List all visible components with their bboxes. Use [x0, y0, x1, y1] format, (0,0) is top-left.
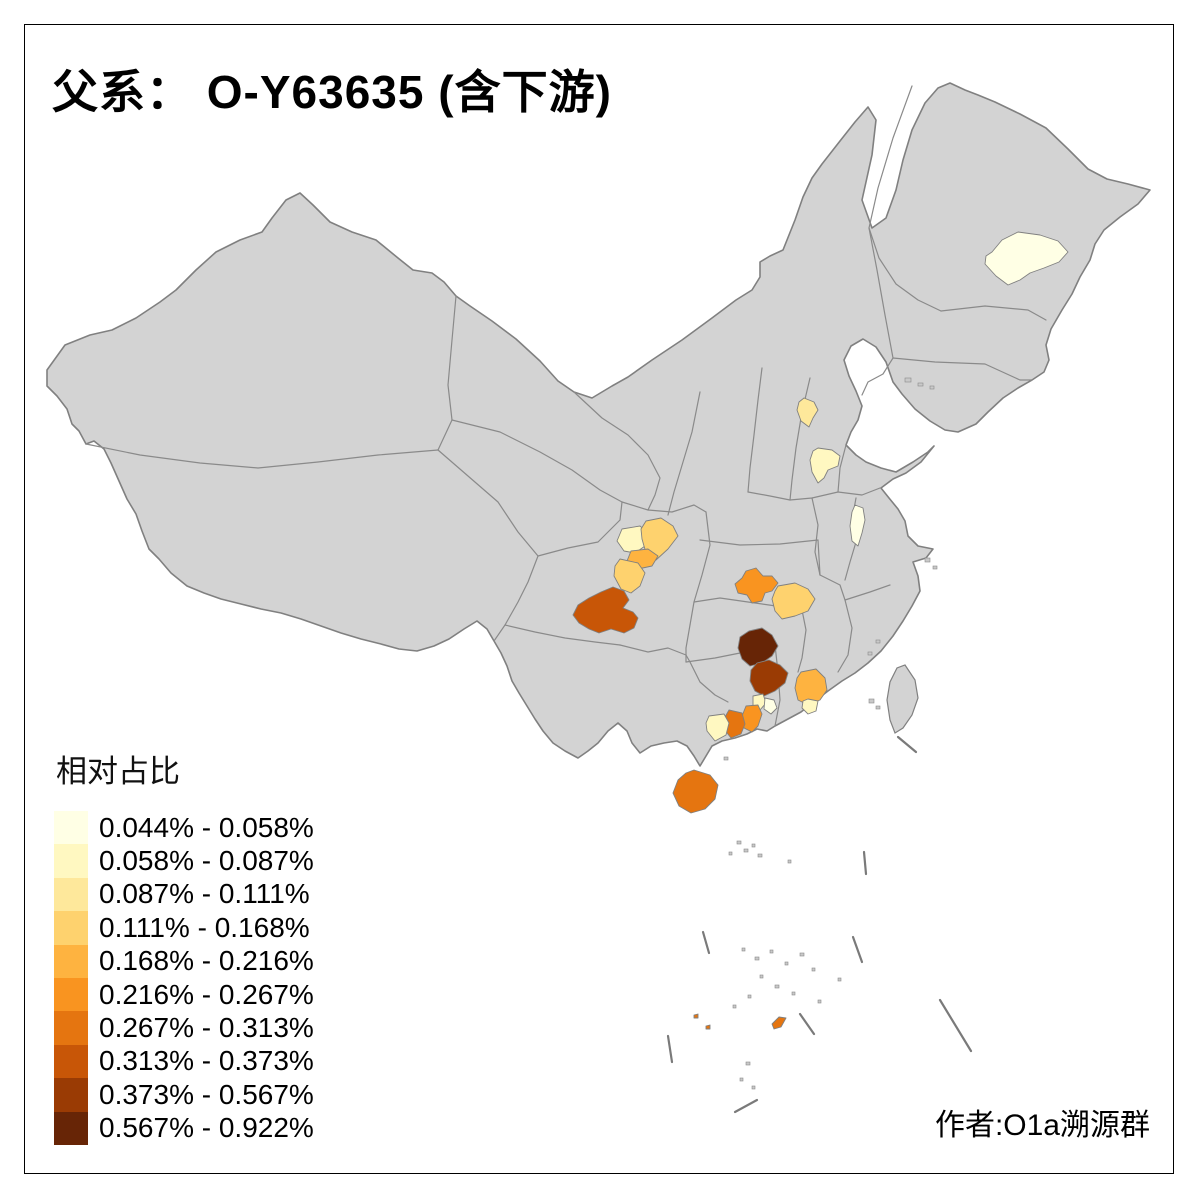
- region-hainan: [672, 769, 719, 814]
- region-hunan-east: [771, 582, 816, 620]
- legend-row: 0.087% - 0.111%: [54, 877, 314, 912]
- legend-swatch: [54, 977, 88, 1012]
- legend-swatch: [54, 1111, 88, 1145]
- region-sichuan-center-south: [613, 558, 646, 594]
- legend-label: 0.087% - 0.111%: [99, 878, 310, 910]
- region-xisha-speck-b: [705, 1024, 711, 1030]
- legend-row: 0.373% - 0.567%: [54, 1078, 314, 1112]
- region-pearl-delta-cream: [763, 697, 778, 715]
- region-sichuan-northeast-band: [640, 517, 679, 561]
- legend-label: 0.058% - 0.087%: [99, 845, 314, 877]
- legend-swatch: [54, 811, 88, 845]
- legend-swatch: [54, 944, 88, 978]
- legend: 相对占比 0.044% - 0.058% 0.058% - 0.087% 0.0…: [54, 746, 314, 1145]
- legend-swatch: [54, 1011, 88, 1045]
- region-sichuan-southwest-rust: [572, 586, 639, 634]
- legend-swatch: [54, 911, 88, 945]
- legend-row: 0.111% - 0.168%: [54, 911, 314, 945]
- page-title: 父系： O-Y63635 (含下游): [52, 56, 612, 122]
- region-hebei-south: [809, 447, 841, 484]
- province-borders: [85, 85, 1047, 727]
- region-heilongjiang-central: [984, 231, 1069, 286]
- page-title-main: O-Y63635 (含下游): [193, 66, 612, 118]
- legend-label: 0.267% - 0.313%: [99, 1012, 314, 1044]
- choropleth-regions: [572, 231, 1069, 1030]
- legend-row: 0.044% - 0.058%: [54, 811, 314, 845]
- legend-swatch: [54, 1078, 88, 1112]
- legend-row: 0.216% - 0.267%: [54, 977, 314, 1012]
- legend-label: 0.313% - 0.373%: [99, 1045, 314, 1077]
- legend-label: 0.373% - 0.567%: [99, 1078, 314, 1110]
- sea-boundary-dashes: [666, 735, 973, 1114]
- region-jiangsu-north: [849, 504, 866, 547]
- legend-label: 0.111% - 0.168%: [99, 911, 310, 943]
- legend-swatch: [54, 844, 88, 878]
- legend-row: 0.567% - 0.922%: [54, 1111, 314, 1145]
- legend-swatch: [54, 1044, 88, 1079]
- legend-row: 0.058% - 0.087%: [54, 844, 314, 878]
- legend-label: 0.216% - 0.267%: [99, 978, 314, 1010]
- region-hunan-central-cross: [734, 567, 779, 604]
- legend-label: 0.168% - 0.216%: [99, 945, 314, 977]
- region-yangjiang-pale: [705, 713, 730, 742]
- legend-row: 0.168% - 0.216%: [54, 944, 314, 978]
- region-guangdong-qingyuan-dark: [749, 659, 789, 697]
- page-title-prefix: 父系：: [52, 67, 193, 118]
- region-xisha-islet: [771, 1016, 787, 1030]
- attribution-text: 作者:O1a溯源群: [934, 1109, 1150, 1142]
- legend-row: 0.267% - 0.313%: [54, 1011, 314, 1045]
- region-xisha-speck-a: [693, 1013, 699, 1019]
- legend-label: 0.567% - 0.922%: [99, 1112, 314, 1144]
- china-mainland-outline: [46, 82, 1151, 767]
- legend-label: 0.044% - 0.058%: [99, 811, 314, 843]
- legend-row: 0.313% - 0.373%: [54, 1044, 314, 1079]
- region-guangdong-east-pale: [801, 698, 819, 715]
- legend-title: 相对占比: [56, 754, 180, 789]
- taiwan-island: [886, 664, 919, 734]
- legend-swatch: [54, 877, 88, 912]
- region-hebei-central: [796, 397, 819, 428]
- small-islands: [723, 377, 938, 1090]
